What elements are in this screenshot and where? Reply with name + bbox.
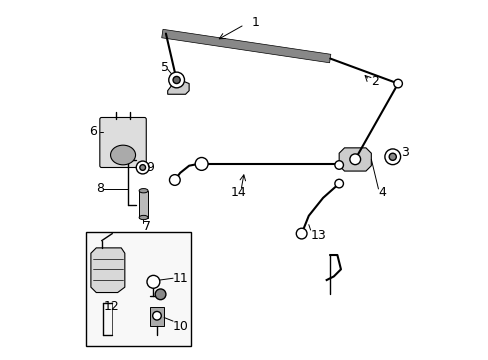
Circle shape [388,153,395,160]
Circle shape [155,289,165,300]
Circle shape [296,228,306,239]
Circle shape [168,72,184,88]
Ellipse shape [110,145,135,165]
Polygon shape [162,29,330,63]
Text: 12: 12 [103,300,119,313]
Circle shape [169,175,180,185]
Circle shape [147,275,160,288]
Bar [85,232,190,346]
Circle shape [136,161,149,174]
Text: 4: 4 [378,186,386,199]
Circle shape [384,149,400,165]
Text: 6: 6 [89,125,97,138]
Polygon shape [91,248,124,293]
Text: 13: 13 [310,229,325,242]
Circle shape [140,165,145,170]
Circle shape [334,179,343,188]
Text: 7: 7 [142,220,150,233]
Polygon shape [167,80,189,94]
Bar [139,191,148,217]
Ellipse shape [139,215,148,220]
Text: 9: 9 [146,161,154,174]
Text: 3: 3 [400,146,407,159]
Text: 11: 11 [173,272,188,285]
Circle shape [173,76,180,84]
Text: 2: 2 [370,75,378,88]
Text: 5: 5 [160,61,168,74]
Circle shape [393,79,402,88]
Circle shape [349,154,360,165]
Text: 8: 8 [96,183,104,195]
Text: 10: 10 [173,320,188,333]
Circle shape [152,311,161,320]
Circle shape [195,157,207,170]
Polygon shape [339,148,370,171]
Circle shape [334,161,343,169]
FancyBboxPatch shape [100,117,146,167]
Bar [149,307,164,327]
Ellipse shape [139,189,148,193]
Text: 14: 14 [230,186,245,199]
Text: 1: 1 [251,16,259,29]
